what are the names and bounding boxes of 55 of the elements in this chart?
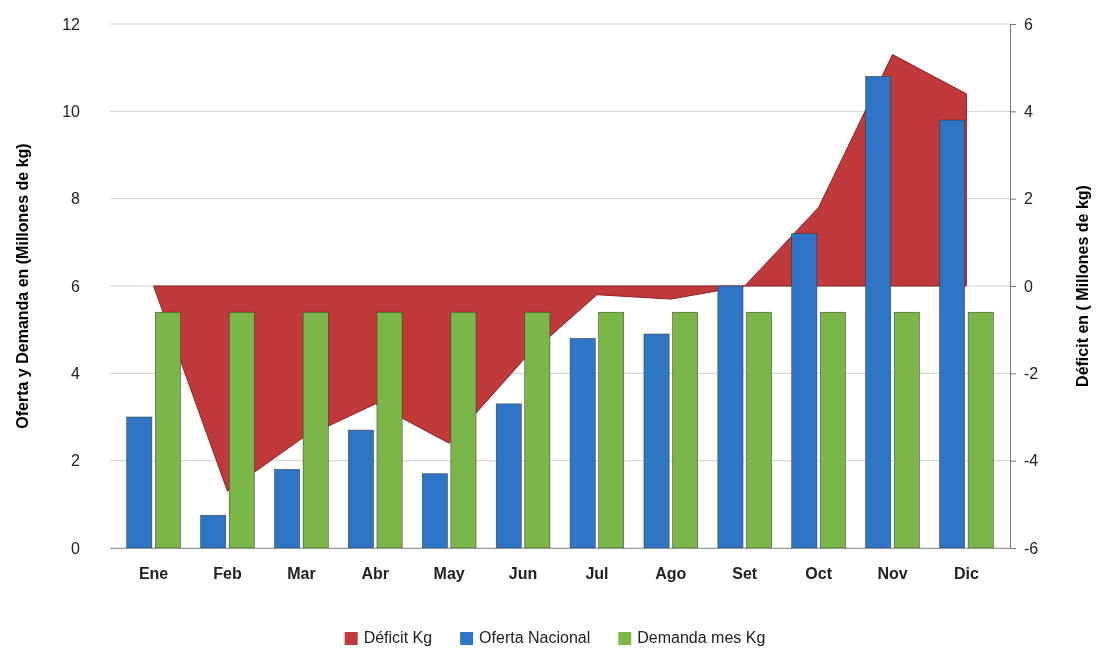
bar [791, 233, 818, 549]
x-tick-label: Oct [805, 565, 833, 583]
x-tick-label: Dic [953, 565, 979, 583]
bar [820, 311, 846, 549]
bar [348, 429, 374, 549]
x-tick-label: Jun [508, 565, 538, 583]
y2-tick-label: 6 [1024, 15, 1033, 33]
x-tick-label: Ene [138, 565, 169, 583]
x-tick-label: Ago [655, 565, 687, 583]
y-tick-label: 12 [62, 15, 81, 33]
legend-label: Demanda mes Kg [637, 629, 766, 646]
bar [450, 311, 477, 549]
y-tick-label: 4 [71, 364, 81, 382]
bar [200, 515, 227, 549]
y2-tick-label: 4 [1024, 102, 1033, 120]
bar [717, 285, 744, 549]
x-tick-label: Feb [213, 565, 242, 583]
bar [746, 311, 772, 549]
y-tick-label: 8 [71, 190, 81, 208]
y2-tick-label: 2 [1024, 190, 1033, 208]
y2-tick-label: -6 [1024, 539, 1039, 557]
legend-label: Oferta Nacional [479, 629, 591, 646]
bar [495, 403, 522, 549]
bar [643, 333, 670, 549]
bar [672, 311, 698, 549]
bar [274, 469, 300, 549]
bar [967, 311, 994, 549]
x-tick-label: May [433, 565, 465, 583]
y-tick-label: 10 [62, 102, 81, 120]
y2-axis-title: Déficit en ( Millones de kg) [1074, 185, 1091, 387]
bar [939, 119, 965, 549]
y-axis-title: Oferta y Demanda en (Millones de kg) [14, 143, 31, 429]
y-tick-label: 2 [71, 452, 81, 470]
bar [126, 416, 153, 549]
bar [524, 311, 551, 549]
bar [865, 76, 892, 549]
y2-tick-label: -4 [1024, 452, 1039, 470]
y2-tick-label: 0 [1024, 277, 1033, 295]
y-tick-label: 0 [71, 539, 81, 557]
y-tick-label: 6 [71, 277, 81, 295]
x-tick-label: Mar [287, 565, 316, 583]
x-tick-label: Nov [877, 565, 908, 583]
x-tick-label: Abr [361, 565, 390, 583]
y2-tick-label: -2 [1024, 364, 1039, 382]
bar [893, 311, 920, 549]
bar [569, 338, 596, 549]
bar [598, 311, 625, 549]
bar [376, 311, 403, 549]
bar [422, 473, 448, 549]
x-tick-label: Jul [585, 565, 609, 583]
bar [302, 311, 329, 549]
bar [155, 311, 181, 549]
bar [228, 311, 255, 549]
legend-label: Déficit Kg [363, 629, 433, 646]
x-tick-label: Set [732, 565, 758, 583]
